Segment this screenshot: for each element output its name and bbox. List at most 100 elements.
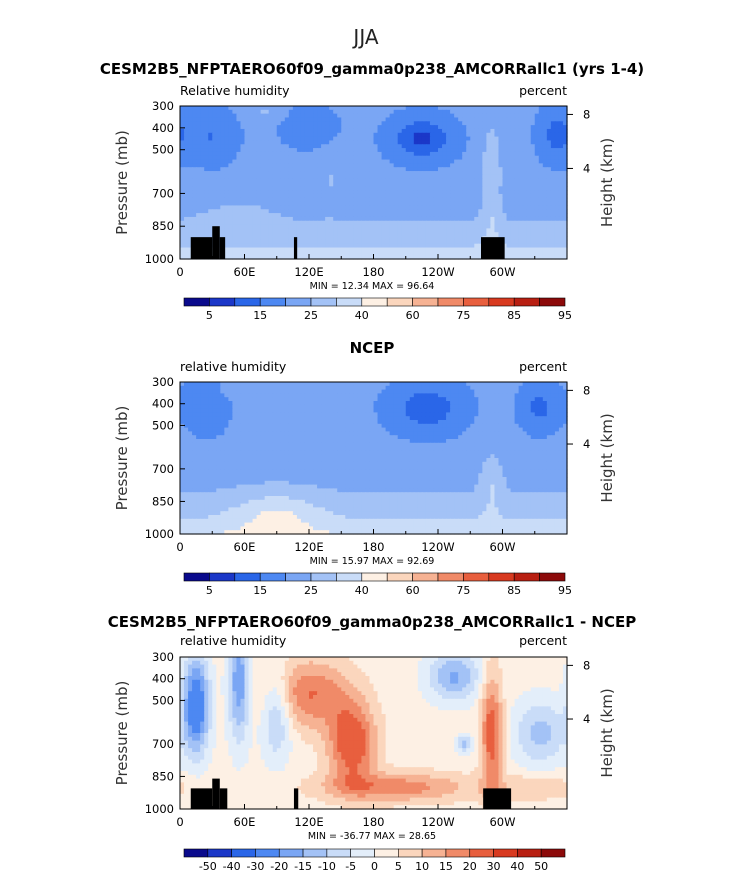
heatmap-cell bbox=[369, 239, 375, 245]
heatmap-cell bbox=[538, 128, 544, 134]
heatmap-cell bbox=[236, 144, 242, 149]
heatmap-cell bbox=[490, 163, 496, 168]
heatmap-cell bbox=[333, 128, 338, 134]
heatmap-cell bbox=[288, 201, 294, 207]
heatmap-cell bbox=[304, 247, 310, 252]
heatmap-cell bbox=[514, 144, 520, 149]
heatmap-cell bbox=[425, 239, 431, 245]
heatmap-cell bbox=[550, 201, 556, 207]
heatmap-cell bbox=[442, 385, 447, 391]
heatmap-cell bbox=[208, 209, 213, 214]
heatmap-cell bbox=[216, 125, 221, 130]
heatmap-cell bbox=[200, 190, 205, 195]
heatmap-cell bbox=[216, 190, 221, 195]
heatmap-cell bbox=[200, 213, 205, 218]
heatmap-cell bbox=[518, 155, 524, 161]
heatmap-cell bbox=[180, 121, 185, 126]
heatmap-cell bbox=[401, 389, 407, 394]
heatmap-cell bbox=[220, 220, 225, 226]
heatmap-cell bbox=[385, 128, 391, 134]
heatmap-cell bbox=[397, 155, 403, 161]
heatmap-cell bbox=[304, 128, 310, 134]
heatmap-cell bbox=[498, 163, 504, 168]
heatmap-cell bbox=[304, 144, 310, 149]
heatmap-cell bbox=[180, 132, 185, 138]
heatmap-cell bbox=[482, 389, 487, 394]
heatmap-cell bbox=[353, 144, 358, 149]
heatmap-cell bbox=[252, 416, 258, 421]
heatmap-cell bbox=[502, 420, 508, 425]
heatmap-cell bbox=[377, 167, 383, 172]
heatmap-cell bbox=[321, 224, 326, 229]
heatmap-cell bbox=[550, 155, 556, 161]
heatmap-cell bbox=[276, 401, 282, 406]
heatmap-cell bbox=[446, 382, 451, 387]
heatmap-cell bbox=[196, 106, 201, 111]
heatmap-cell bbox=[385, 106, 391, 111]
heatmap-cell bbox=[377, 401, 383, 406]
heatmap-cell bbox=[502, 232, 508, 237]
heatmap-cell bbox=[232, 190, 238, 195]
heatmap-cell bbox=[232, 404, 238, 410]
heatmap-cell bbox=[208, 401, 213, 406]
heatmap-cell bbox=[325, 232, 330, 237]
heatmap-cell bbox=[280, 190, 286, 195]
heatmap-cell bbox=[317, 209, 322, 214]
heatmap-cell bbox=[377, 216, 383, 222]
heatmap-cell bbox=[409, 197, 415, 203]
heatmap-cell bbox=[337, 163, 342, 168]
heatmap-cell bbox=[421, 171, 427, 176]
heatmap-cell bbox=[393, 239, 399, 245]
heatmap-cell bbox=[506, 201, 512, 207]
heatmap-cell bbox=[276, 144, 282, 149]
heatmap-cell bbox=[228, 393, 234, 398]
heatmap-cell bbox=[389, 190, 395, 195]
heatmap-cell bbox=[228, 209, 234, 214]
heatmap-cell bbox=[369, 117, 375, 122]
heatmap-cell bbox=[236, 228, 242, 233]
heatmap-cell bbox=[180, 416, 185, 421]
heatmap-cell bbox=[377, 159, 383, 164]
heatmap-cell bbox=[317, 232, 322, 237]
heatmap-cell bbox=[204, 401, 209, 406]
heatmap-cell bbox=[478, 408, 483, 413]
heatmap-cell bbox=[413, 255, 419, 260]
heatmap-cell bbox=[466, 128, 471, 134]
heatmap-cell bbox=[309, 251, 314, 256]
heatmap-cell bbox=[313, 140, 318, 145]
heatmap-cell bbox=[486, 155, 492, 161]
heatmap-cell bbox=[309, 136, 314, 142]
heatmap-cell bbox=[264, 213, 270, 218]
heatmap-cell bbox=[554, 113, 560, 119]
heatmap-cell bbox=[272, 106, 278, 111]
heatmap-cell bbox=[224, 121, 229, 126]
heatmap-cell bbox=[296, 220, 302, 226]
heatmap-cell bbox=[502, 404, 508, 410]
heatmap-cell bbox=[357, 220, 363, 226]
heatmap-cell bbox=[232, 151, 238, 157]
heatmap-cell bbox=[401, 186, 407, 191]
heatmap-cell bbox=[405, 416, 411, 421]
heatmap-cell bbox=[325, 385, 330, 391]
heatmap-cell bbox=[542, 155, 548, 161]
heatmap-cell bbox=[438, 228, 443, 233]
heatmap-cell bbox=[518, 117, 524, 122]
heatmap-cell bbox=[236, 385, 242, 391]
heatmap-cell bbox=[401, 117, 407, 122]
heatmap-cell bbox=[192, 216, 197, 222]
heatmap-cell bbox=[393, 128, 399, 134]
heatmap-cell bbox=[542, 205, 548, 210]
heatmap-cell bbox=[546, 389, 552, 394]
heatmap-cell bbox=[429, 216, 435, 222]
colorbar-swatch bbox=[539, 297, 566, 307]
heatmap-cell bbox=[337, 209, 342, 214]
heatmap-cell bbox=[325, 174, 330, 180]
heatmap-cell bbox=[272, 236, 278, 241]
heatmap-cell bbox=[353, 106, 358, 111]
heatmap-cell bbox=[377, 213, 383, 218]
heatmap-cell bbox=[256, 416, 262, 421]
heatmap-cell bbox=[260, 178, 266, 184]
heatmap-cell bbox=[558, 155, 564, 161]
x-tick-label: 60W bbox=[489, 265, 515, 279]
heatmap-cell bbox=[494, 385, 500, 391]
